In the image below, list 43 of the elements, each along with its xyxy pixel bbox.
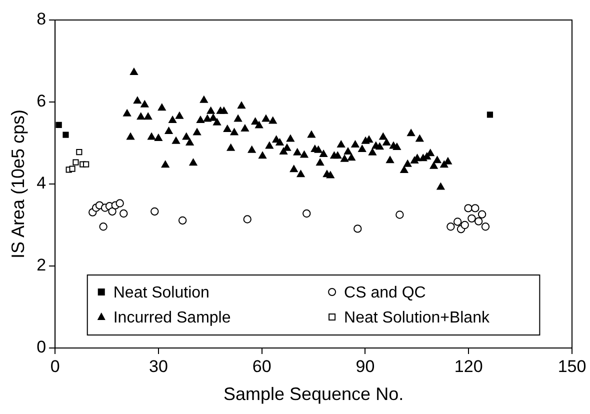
point: [150, 207, 159, 216]
y-tick-label: 2: [36, 256, 46, 275]
x-tick-label: 0: [50, 356, 60, 376]
point: [396, 210, 404, 219]
point: [243, 215, 252, 224]
legend-label: Neat Solution: [113, 284, 210, 302]
point: [471, 204, 480, 212]
point: [120, 209, 128, 218]
x-tick-label: 120: [454, 356, 483, 376]
y-tick-label: 8: [36, 10, 46, 29]
point: [83, 161, 90, 168]
x-tick-label: 150: [558, 356, 586, 376]
point: [108, 207, 116, 216]
x-tick-label: 30: [148, 356, 168, 376]
point: [460, 220, 469, 230]
y-axis-title: IS Area (10e5 cps): [8, 109, 28, 259]
x-tick-label: 60: [252, 356, 272, 376]
y-tick-label: 0: [36, 338, 46, 357]
point: [478, 210, 486, 218]
x-tick-label: 90: [356, 356, 375, 376]
point: [116, 199, 124, 208]
point: [453, 218, 462, 226]
legend-label: Incurred Sample: [113, 309, 231, 326]
point: [178, 216, 187, 225]
point: [481, 222, 490, 231]
point: [56, 122, 62, 128]
y-tick-label: 6: [36, 92, 46, 111]
point: [99, 222, 108, 231]
point: [62, 132, 69, 138]
point: [474, 217, 483, 226]
point: [302, 209, 311, 218]
legend-label: Neat Solution+Blank: [344, 309, 490, 326]
legend-label: CS and QC: [344, 284, 426, 302]
y-tick-label: 4: [36, 174, 46, 193]
point: [464, 204, 472, 212]
point: [76, 148, 82, 156]
point: [446, 222, 455, 231]
point: [354, 224, 362, 233]
point: [72, 159, 79, 166]
x-axis-title: Sample Sequence No.: [223, 384, 404, 404]
point: [69, 166, 76, 172]
point: [468, 214, 476, 223]
point: [486, 112, 494, 118]
